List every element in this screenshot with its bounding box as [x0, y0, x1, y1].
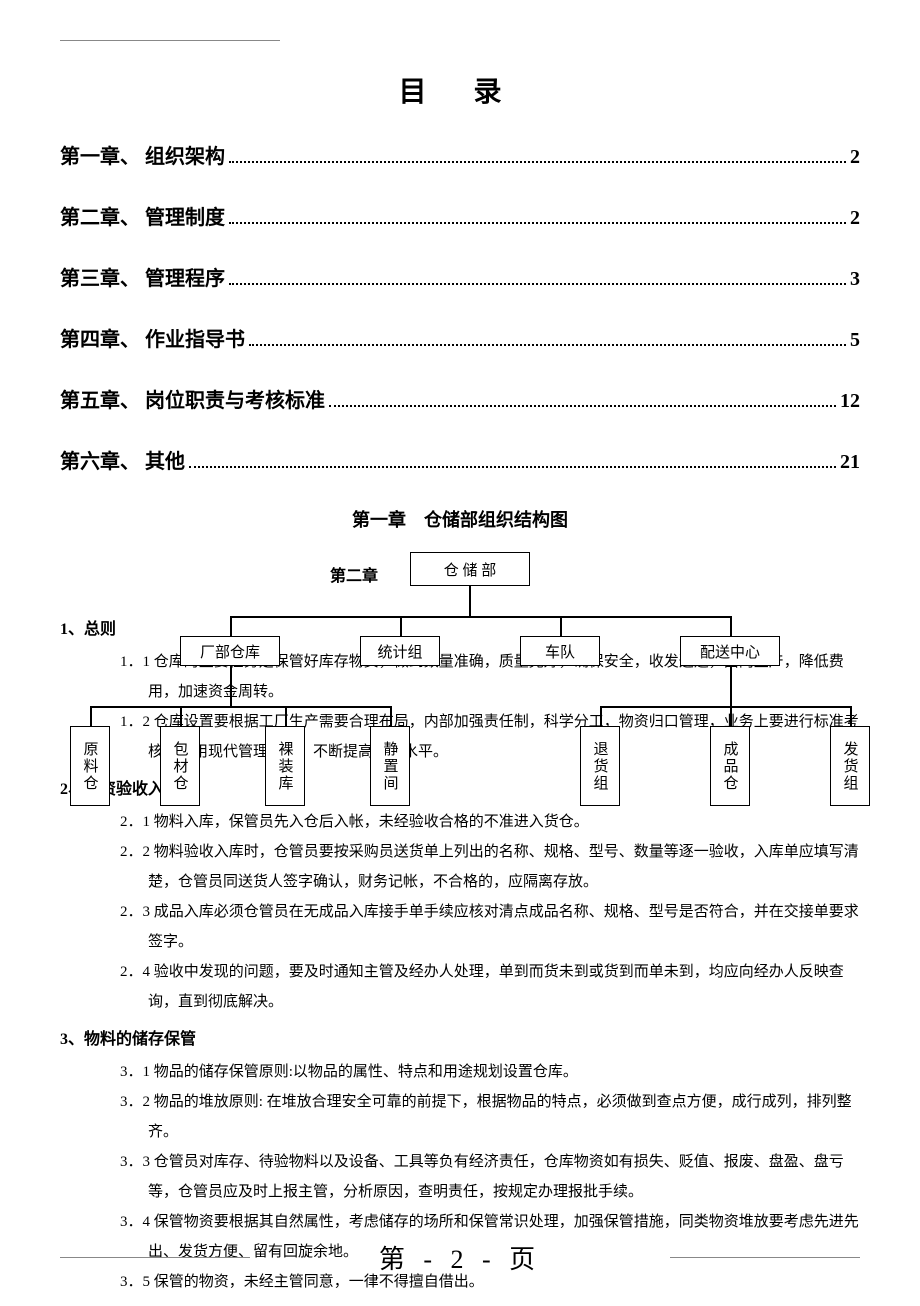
body-text: 3．1 物品的储存保管原则:以物品的属性、特点和用途规划设置仓库。: [88, 1057, 860, 1087]
org-level3-1: 包材仓: [160, 726, 200, 806]
chapter2-label: 第二章: [330, 562, 378, 586]
body-text: 3．3 仓管员对库存、待验物料以及设备、工具等负有经济责任，仓库物资如有损失、贬…: [88, 1147, 860, 1207]
toc-label: 第一章、 组织架构: [60, 140, 225, 169]
org-level3-5: 成品仓: [710, 726, 750, 806]
toc-page: 5: [850, 329, 860, 352]
org-level3-0: 原料仓: [70, 726, 110, 806]
toc-page: 2: [850, 207, 860, 230]
org-top: 仓 储 部: [410, 552, 530, 586]
toc-entry: 第六章、 其他 21: [60, 445, 860, 474]
org-level2-0: 厂部仓库: [180, 636, 280, 666]
org-level3-3: 静置间: [370, 726, 410, 806]
org-level3-6: 发货组: [830, 726, 870, 806]
toc-label: 第二章、 管理制度: [60, 201, 225, 230]
toc-dots: [249, 344, 846, 346]
org-level2-3: 配送中心: [680, 636, 780, 666]
toc-page: 2: [850, 146, 860, 169]
toc-label: 第三章、 管理程序: [60, 262, 225, 291]
toc-page: 21: [840, 451, 860, 474]
toc-entry: 第四章、 作业指导书 5: [60, 323, 860, 352]
org-level3-4: 退货组: [580, 726, 620, 806]
org-level2-2: 车队: [520, 636, 600, 666]
toc-entry: 第一章、 组织架构 2: [60, 140, 860, 169]
toc-label: 第四章、 作业指导书: [60, 323, 245, 352]
toc-dots: [229, 222, 846, 224]
section-heading-3: 3、物料的储存保管: [60, 1025, 860, 1049]
toc-page: 3: [850, 268, 860, 291]
toc-entry: 第五章、 岗位职责与考核标准 12: [60, 384, 860, 413]
toc-dots: [229, 283, 846, 285]
org-level3-2: 裸装库: [265, 726, 305, 806]
toc-entry: 第二章、 管理制度 2: [60, 201, 860, 230]
chapter1-title: 第一章 仓储部组织结构图: [60, 506, 860, 532]
toc-label: 第六章、 其他: [60, 445, 185, 474]
toc-dots: [329, 405, 836, 407]
toc-page: 12: [840, 390, 860, 413]
page-title: 目 录: [60, 70, 860, 110]
toc: 第一章、 组织架构 2 第二章、 管理制度 2 第三章、 管理程序 3 第四章、…: [60, 140, 860, 474]
toc-dots: [229, 161, 846, 163]
body-text: 2．4 验收中发现的问题，要及时通知主管及经办人处理，单到而货未到或货到而单未到…: [88, 957, 860, 1017]
toc-dots: [189, 466, 836, 468]
body-text: 2．3 成品入库必须仓管员在无成品入库接手单手续应核对清点成品名称、规格、型号是…: [88, 897, 860, 957]
toc-label: 第五章、 岗位职责与考核标准: [60, 384, 325, 413]
org-level2-1: 统计组: [360, 636, 440, 666]
toc-entry: 第三章、 管理程序 3: [60, 262, 860, 291]
org-chart: 第二章 仓 储 部 厂部仓库 统计组 车队 配送中心 原料仓 包: [60, 552, 860, 852]
body-text: 3．2 物品的堆放原则: 在堆放合理安全可靠的前提下，根据物品的特点，必须做到查…: [88, 1087, 860, 1147]
footer-rule-right: [670, 1257, 860, 1258]
header-rule: [60, 40, 280, 41]
